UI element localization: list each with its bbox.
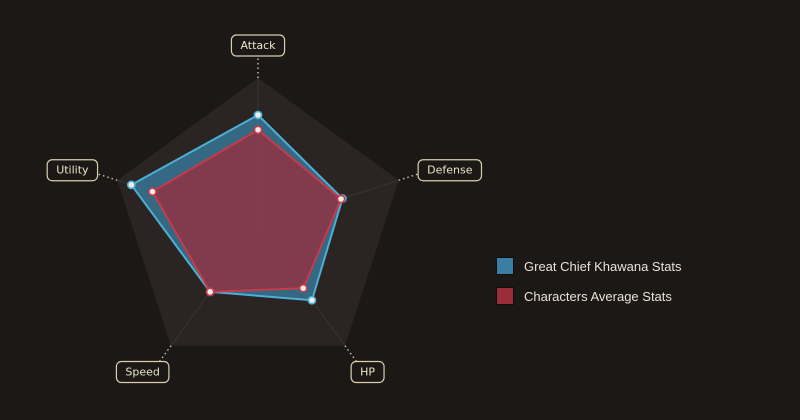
axis-connector-hp (344, 345, 358, 363)
data-point-0-utility[interactable] (126, 180, 136, 190)
data-point-0-attack[interactable] (253, 110, 263, 120)
axis-label-utility: Utility (46, 159, 99, 182)
axis-label-text-hp: HP (360, 366, 375, 379)
legend-label-khawana: Great Chief Khawana Stats (524, 258, 682, 274)
axis-labels: Attack Defense HP Speed Utility (46, 34, 483, 384)
radar-series (130, 114, 344, 302)
axis-label-attack: Attack (230, 34, 286, 57)
axis-label-hp: HP (350, 360, 385, 384)
legend-swatch-khawana (496, 257, 514, 275)
axis-label-text-speed: Speed (125, 366, 159, 379)
data-point-1-defense[interactable] (336, 194, 346, 204)
axis-connector-defense (398, 173, 418, 181)
axis-label-text-attack: Attack (240, 39, 276, 52)
axis-label-box-hp (350, 360, 385, 384)
radar-points (126, 110, 347, 305)
axis-label-speed: Speed (115, 360, 170, 384)
legend-item-khawana[interactable]: Great Chief Khawana Stats (496, 256, 682, 276)
legend-label-average: Characters Average Stats (524, 288, 672, 304)
axis-label-text-defense: Defense (427, 164, 473, 177)
data-point-0-hp[interactable] (307, 295, 317, 305)
axis-label-defense: Defense (417, 159, 483, 182)
axis-connector-speed (158, 345, 172, 363)
data-point-1-speed[interactable] (205, 287, 215, 297)
axis-label-text-utility: Utility (56, 164, 89, 177)
legend: Great Chief Khawana Stats Characters Ave… (496, 256, 682, 316)
series-area-1 (151, 128, 343, 293)
legend-swatch-average (496, 287, 514, 305)
axis-label-box-attack (230, 34, 286, 57)
axis-label-box-defense (417, 159, 483, 182)
axis-label-box-speed (115, 360, 170, 384)
axis-connector-utility (98, 173, 118, 181)
legend-item-average[interactable]: Characters Average Stats (496, 286, 682, 306)
data-point-1-attack[interactable] (253, 125, 263, 135)
axis-label-box-utility (46, 159, 99, 182)
data-point-1-utility[interactable] (148, 187, 157, 197)
data-point-1-hp[interactable] (298, 283, 308, 293)
